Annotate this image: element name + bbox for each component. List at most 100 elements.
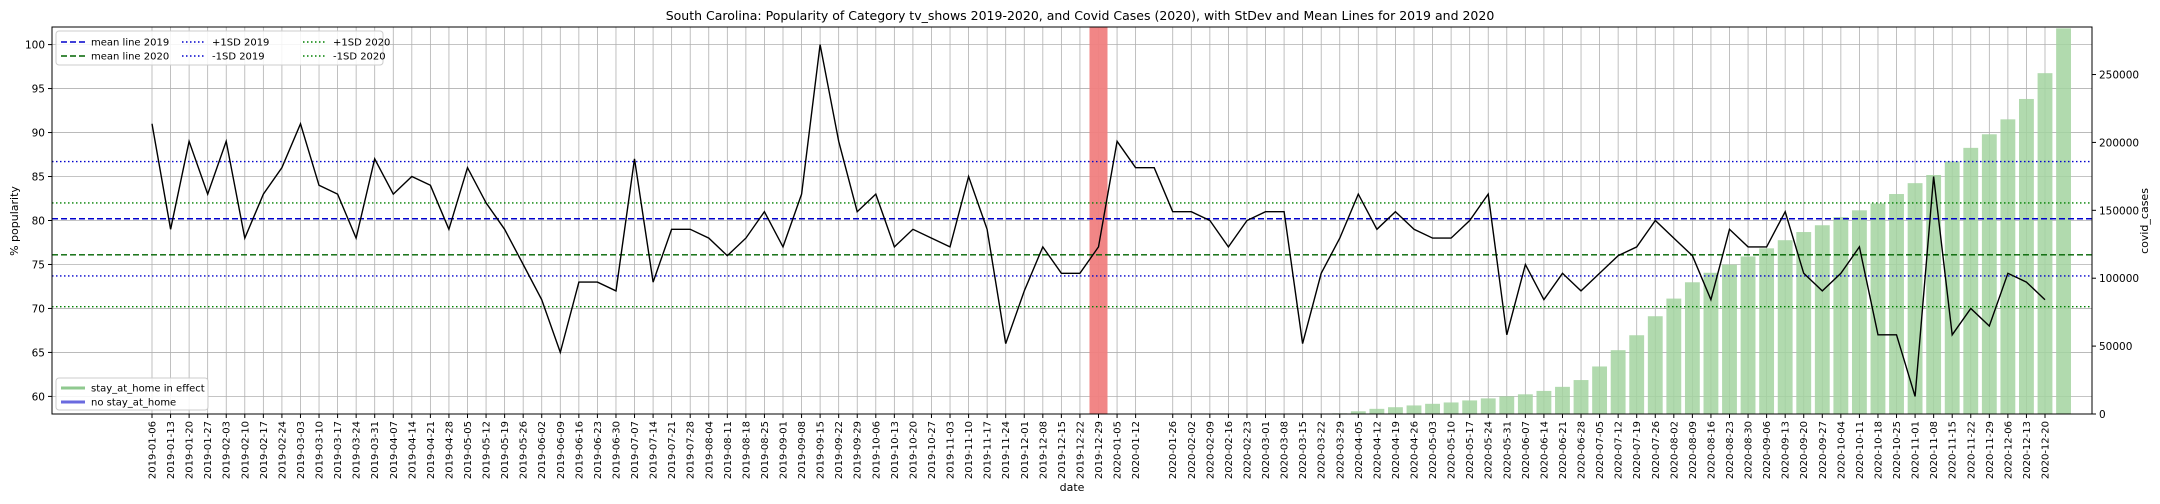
covid-bar bbox=[1647, 316, 1663, 414]
x-tick-label: 2019-01-20 bbox=[185, 421, 196, 479]
x-tick-label: 2020-06-21 bbox=[1558, 421, 1569, 479]
covid-bar bbox=[2037, 73, 2053, 414]
y-axis: 60 65 70 75 80 85 90 95 100 bbox=[25, 40, 52, 403]
x-tick-label: 2020-03-01 bbox=[1261, 421, 1272, 479]
covid-bar bbox=[1499, 396, 1515, 414]
y2-tick-label: 200000 bbox=[2099, 137, 2139, 149]
x-tick-label: 2019-11-24 bbox=[1001, 421, 1012, 479]
x-tick-label: 2020-01-05 bbox=[1113, 421, 1124, 479]
covid-bar bbox=[1592, 366, 1608, 414]
legend-label: no stay_at_home bbox=[91, 398, 176, 409]
x-tick-label: 2019-04-07 bbox=[389, 421, 400, 479]
x-tick-label: 2019-05-12 bbox=[482, 421, 493, 479]
x-tick-label: 2020-09-27 bbox=[1818, 421, 1829, 479]
covid-bar bbox=[1870, 203, 1886, 414]
covid-bar bbox=[1740, 256, 1756, 414]
x-tick-label: 2020-10-18 bbox=[1874, 421, 1885, 479]
covid-bars bbox=[1332, 28, 2071, 415]
x-tick-label: 2020-05-03 bbox=[1428, 421, 1439, 479]
covid-bar bbox=[1536, 390, 1552, 414]
x-tick-label: 2019-03-17 bbox=[333, 421, 344, 479]
covid-bar bbox=[1369, 408, 1385, 414]
covid-bar bbox=[1666, 298, 1682, 414]
x-tick-label: 2020-03-22 bbox=[1317, 421, 1328, 479]
x-tick-label: 2020-02-09 bbox=[1205, 421, 1216, 479]
x-tick-label: 2020-09-20 bbox=[1799, 421, 1810, 479]
x-tick-label: 2019-05-26 bbox=[519, 421, 530, 479]
legend-label: mean line 2019 bbox=[91, 38, 169, 49]
y-tick-label: 60 bbox=[32, 391, 45, 403]
x-tick-label: 2019-01-06 bbox=[148, 421, 159, 479]
x-tick-label: 2019-04-28 bbox=[444, 421, 455, 479]
x-tick-label: 2020-06-14 bbox=[1539, 421, 1550, 479]
x-axis: 2019-01-06 2019-01-13 2019-01-20 2019-01-27… bbox=[148, 414, 2052, 479]
x-tick-label: 2020-08-30 bbox=[1744, 421, 1755, 479]
covid-bar bbox=[1926, 175, 1942, 414]
x-tick-label: 2019-02-17 bbox=[259, 421, 270, 479]
legend-label: -1SD 2019 bbox=[212, 52, 265, 63]
y2-tick-label: 50000 bbox=[2099, 341, 2132, 353]
legend-label: stay_at_home in effect bbox=[91, 384, 205, 395]
x-tick-label: 2019-05-19 bbox=[500, 421, 511, 479]
popularity-line bbox=[151, 44, 2046, 397]
x-tick-label: 2019-01-27 bbox=[203, 421, 214, 479]
x-tick-label: 2019-04-21 bbox=[426, 421, 437, 479]
x-tick-label: 2020-04-12 bbox=[1372, 421, 1383, 479]
x-tick-label: 2019-03-31 bbox=[370, 421, 381, 479]
x-tick-label: 2019-08-25 bbox=[760, 421, 771, 479]
y2-axis: 0 50000 100000 150000 200000 250000 bbox=[2092, 70, 2139, 421]
x-tick-label: 2019-02-24 bbox=[277, 421, 288, 479]
x-tick-label: 2019-10-13 bbox=[890, 421, 901, 479]
covid-bar bbox=[1443, 402, 1459, 414]
covid-bar bbox=[1350, 411, 1366, 414]
x-tick-label: 2019-04-14 bbox=[407, 421, 418, 479]
covid-bar bbox=[1425, 403, 1440, 414]
x-tick-label: 2019-07-21 bbox=[667, 421, 678, 479]
covid-bar bbox=[1462, 400, 1478, 414]
x-tick-label: 2020-07-05 bbox=[1595, 421, 1606, 479]
x-tick-label: 2020-01-12 bbox=[1131, 421, 1142, 479]
x-tick-label: 2020-04-26 bbox=[1410, 421, 1421, 479]
covid-bar bbox=[1610, 350, 1626, 414]
x-tick-label: 2019-08-04 bbox=[704, 421, 715, 479]
x-tick-label: 2019-07-07 bbox=[630, 421, 641, 479]
x-tick-label: 2020-07-19 bbox=[1632, 421, 1643, 479]
x-tick-label: 2019-06-09 bbox=[556, 421, 567, 479]
x-tick-label: 2020-05-24 bbox=[1484, 421, 1495, 479]
covid-bar bbox=[1406, 405, 1422, 414]
covid-bar bbox=[1796, 232, 1812, 414]
x-tick-label: 2020-12-13 bbox=[2022, 421, 2033, 479]
x-tick-label: 2019-11-10 bbox=[964, 421, 975, 479]
x-tick-label: 2020-10-25 bbox=[1892, 421, 1903, 479]
x-tick-label: 2019-09-22 bbox=[834, 421, 845, 479]
x-tick-label: 2019-03-03 bbox=[296, 421, 307, 479]
x-tick-label: 2020-11-01 bbox=[1911, 421, 1922, 479]
x-tick-label: 2019-06-23 bbox=[593, 421, 604, 479]
legend-label: mean line 2020 bbox=[91, 52, 169, 63]
covid-bar bbox=[1480, 398, 1496, 414]
y-tick-label: 90 bbox=[32, 128, 45, 140]
x-tick-label: 2020-04-19 bbox=[1391, 421, 1402, 479]
x-tick-label: 2020-11-08 bbox=[1929, 421, 1940, 479]
covid-bar bbox=[1555, 386, 1570, 414]
y-tick-label: 95 bbox=[32, 84, 45, 96]
y-tick-label: 70 bbox=[32, 303, 45, 315]
x-tick-label: 2019-01-13 bbox=[166, 421, 177, 479]
covid-bar bbox=[1814, 225, 1830, 414]
x-tick-label: 2020-03-29 bbox=[1335, 421, 1346, 479]
x-tick-label: 2020-08-23 bbox=[1725, 421, 1736, 479]
x-tick-label: 2019-11-03 bbox=[946, 421, 957, 479]
x-tick-label: 2019-12-08 bbox=[1038, 421, 1049, 479]
covid-bar bbox=[1889, 194, 1904, 414]
covid-bar bbox=[1944, 161, 1960, 414]
chart-title: South Carolina: Popularity of Category t… bbox=[666, 8, 1495, 23]
x-tick-label: 2020-07-12 bbox=[1614, 421, 1625, 479]
covid-bar bbox=[2000, 119, 2016, 414]
highlight-band bbox=[1089, 27, 1108, 414]
x-tick-label: 2019-06-16 bbox=[574, 421, 585, 479]
x-tick-label: 2019-12-29 bbox=[1094, 421, 1105, 479]
y-tick-label: 65 bbox=[32, 347, 45, 359]
x-tick-label: 2019-06-30 bbox=[612, 421, 623, 479]
x-tick-label: 2019-07-28 bbox=[686, 421, 697, 479]
